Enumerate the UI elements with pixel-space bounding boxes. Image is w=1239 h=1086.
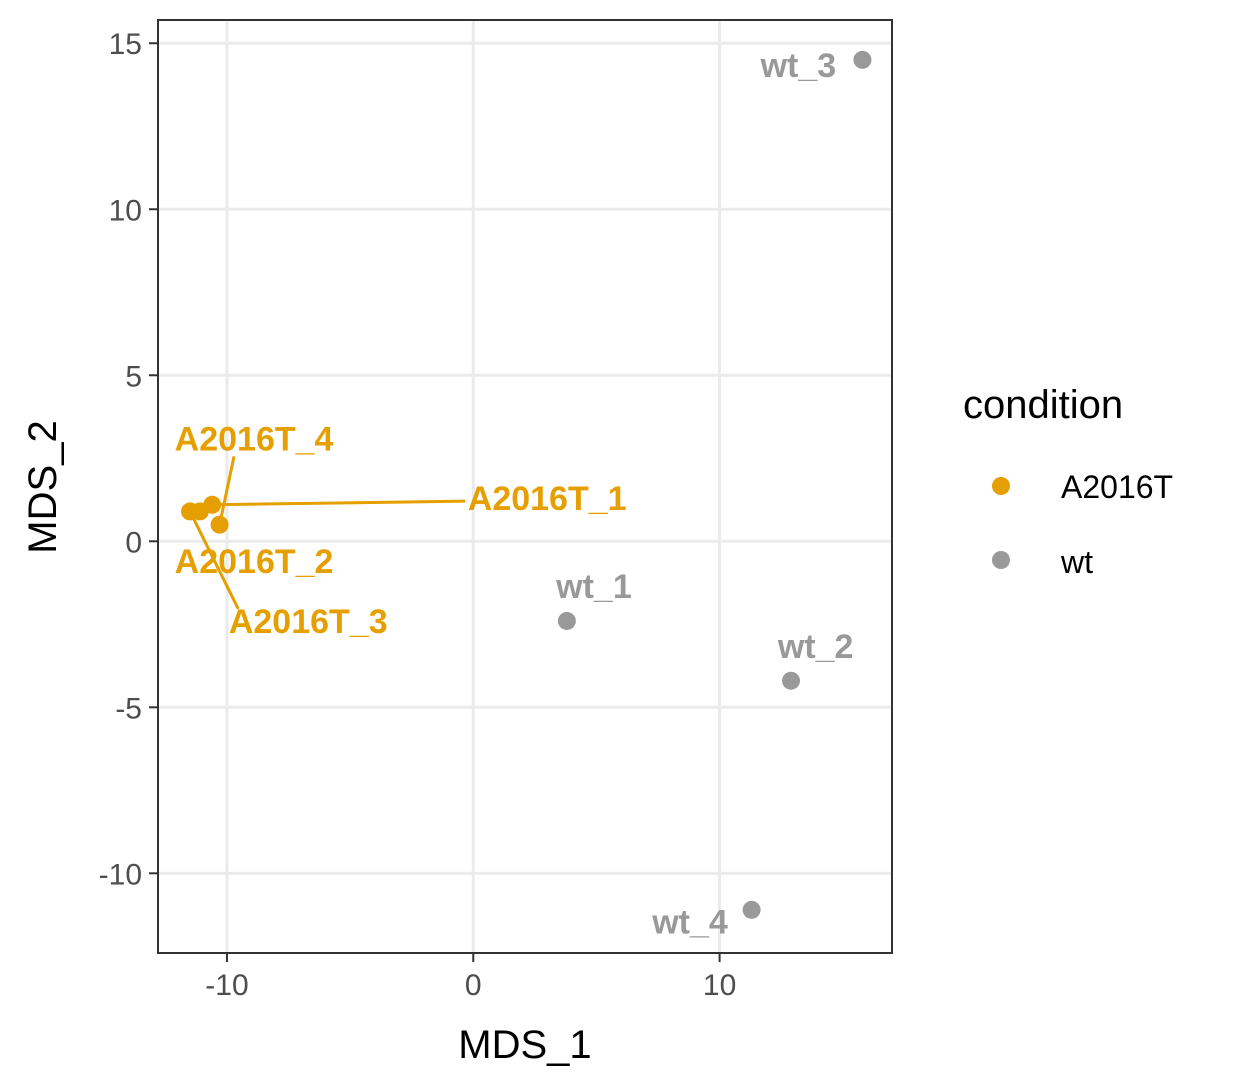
point-label-a2016t_4: A2016T_4 xyxy=(175,420,334,458)
point-labels: A2016T_1 A2016T_2 A2016T_3 A2016T_4 wt_1 wt_2… xyxy=(175,47,854,942)
y-tick-label: -5 xyxy=(115,692,142,725)
y-tick-label: 5 xyxy=(125,360,142,393)
leader-line-a2016t_1 xyxy=(212,499,466,507)
point-wt_3 xyxy=(853,50,872,69)
point-wt_1 xyxy=(557,611,576,630)
y-tick-label: -10 xyxy=(99,858,142,891)
point-label-a2016t_2: A2016T_2 xyxy=(175,543,334,581)
point-a2016t_4 xyxy=(210,515,229,534)
legend-key-wt xyxy=(992,551,1010,569)
x-tick-label: -10 xyxy=(205,969,248,1002)
grid-lines xyxy=(158,20,892,953)
legend-title: condition xyxy=(963,383,1123,427)
x-tick-label: 0 xyxy=(465,969,482,1002)
point-label-a2016t_1: A2016T_1 xyxy=(468,480,627,518)
legend-label-a2016t: A2016T xyxy=(1061,469,1173,505)
axis-ticks: -10 0 10 -10 -5 0 5 10 15 xyxy=(99,28,737,1002)
y-tick-label: 15 xyxy=(109,28,142,61)
x-tick-label: 10 xyxy=(703,969,736,1002)
point-label-wt_1: wt_1 xyxy=(555,568,632,606)
point-a2016t_3 xyxy=(181,502,200,521)
point-label-wt_2: wt_2 xyxy=(777,628,854,666)
x-axis-title: MDS_1 xyxy=(458,1023,591,1067)
y-tick-label: 0 xyxy=(125,526,142,559)
y-tick-label: 10 xyxy=(109,194,142,227)
leader-line-a2016t_4 xyxy=(218,456,236,525)
label-leader-lines xyxy=(188,456,466,610)
point-label-wt_3: wt_3 xyxy=(760,47,837,85)
legend-key-a2016t xyxy=(992,477,1010,495)
plot-panel-border xyxy=(157,19,893,954)
legend: condition A2016T wt xyxy=(963,383,1173,580)
y-axis-title: MDS_2 xyxy=(21,420,65,553)
leader-line-a2016t_3 xyxy=(188,510,240,610)
legend-label-wt: wt xyxy=(1060,544,1093,580)
point-label-a2016t_3: A2016T_3 xyxy=(229,603,388,641)
point-label-wt_4: wt_4 xyxy=(651,903,728,941)
data-points xyxy=(181,50,872,919)
point-wt_4 xyxy=(742,900,761,919)
point-wt_2 xyxy=(782,671,801,690)
